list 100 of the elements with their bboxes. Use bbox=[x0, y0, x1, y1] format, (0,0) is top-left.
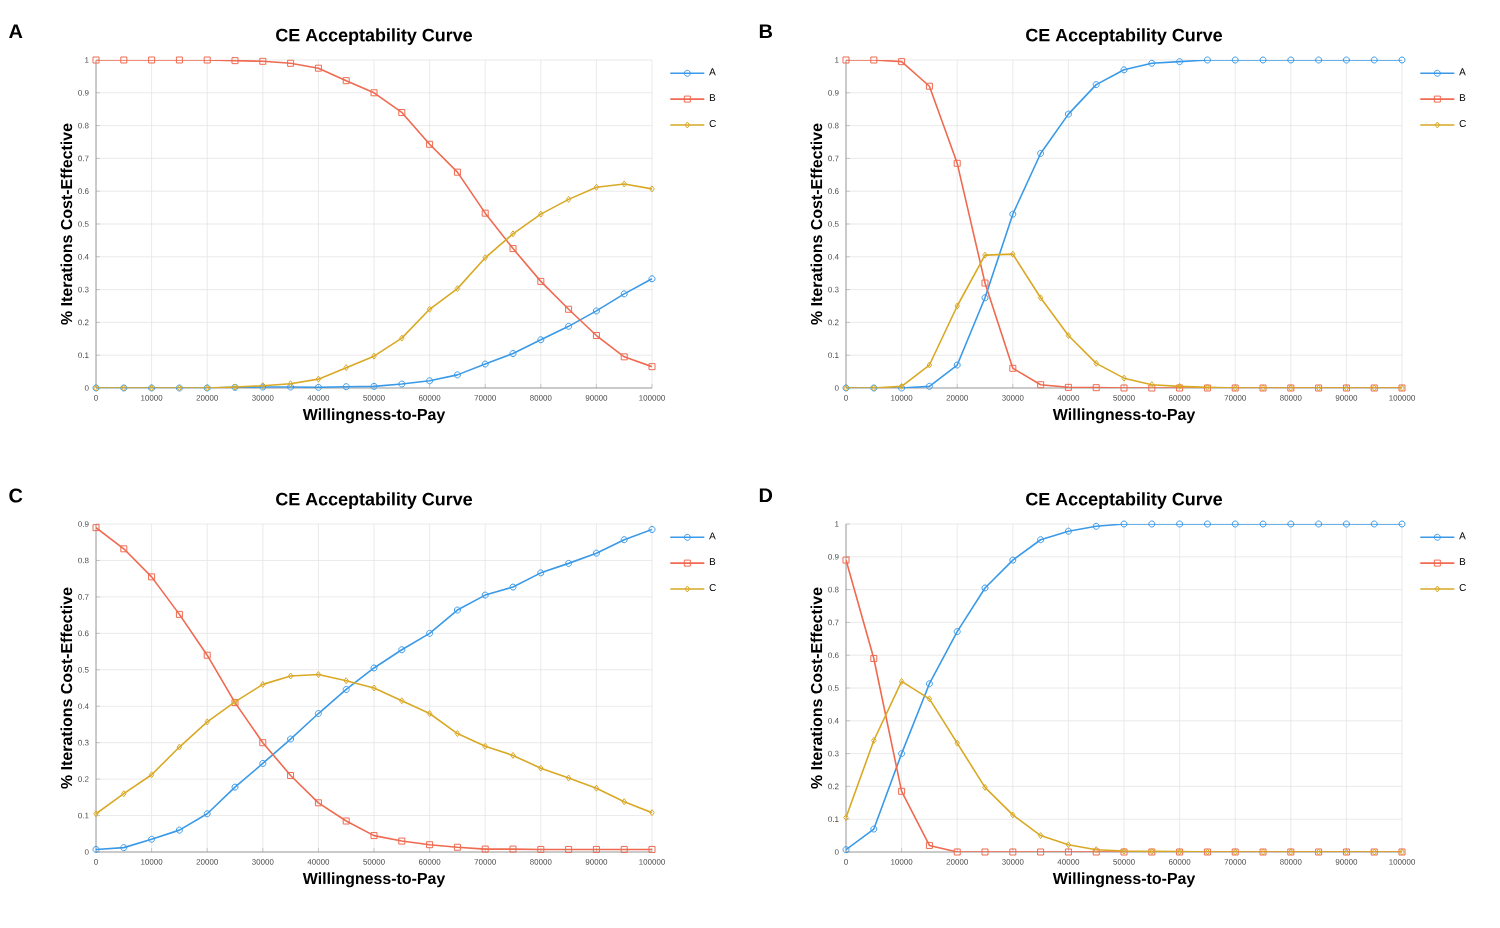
point bbox=[342, 383, 350, 391]
point bbox=[1009, 210, 1017, 218]
point bbox=[120, 844, 128, 852]
point bbox=[148, 835, 156, 843]
point bbox=[370, 89, 378, 97]
point bbox=[204, 718, 210, 726]
point bbox=[315, 375, 322, 383]
point bbox=[1121, 374, 1127, 382]
point bbox=[565, 845, 573, 853]
point bbox=[621, 798, 627, 806]
point bbox=[925, 680, 933, 688]
point bbox=[175, 56, 183, 64]
point bbox=[1148, 520, 1156, 528]
point bbox=[259, 57, 267, 65]
point bbox=[565, 322, 573, 330]
point bbox=[954, 302, 960, 310]
text: B bbox=[759, 24, 773, 39]
point bbox=[510, 230, 516, 238]
point bbox=[982, 251, 988, 259]
point bbox=[426, 377, 434, 385]
point bbox=[1037, 381, 1045, 389]
point bbox=[1065, 332, 1072, 340]
point bbox=[1037, 149, 1045, 157]
point bbox=[1120, 384, 1128, 392]
point bbox=[148, 573, 156, 581]
point bbox=[593, 784, 600, 792]
point bbox=[1120, 520, 1128, 528]
point bbox=[925, 82, 933, 90]
point bbox=[1287, 520, 1295, 528]
point bbox=[1009, 556, 1017, 564]
text: D bbox=[759, 488, 773, 503]
point bbox=[1370, 520, 1378, 528]
chart-title: CE Acceptability Curve bbox=[1026, 28, 1223, 45]
point bbox=[260, 680, 266, 688]
point bbox=[426, 841, 434, 849]
point bbox=[509, 350, 517, 358]
point bbox=[871, 736, 877, 744]
point bbox=[1342, 520, 1350, 528]
point bbox=[898, 677, 905, 685]
point bbox=[981, 279, 989, 287]
point bbox=[1231, 56, 1239, 64]
point bbox=[1009, 364, 1017, 372]
point bbox=[426, 140, 434, 148]
point bbox=[592, 549, 600, 557]
point bbox=[203, 810, 211, 818]
point bbox=[259, 759, 267, 767]
point bbox=[370, 832, 378, 840]
point bbox=[1009, 848, 1017, 856]
point bbox=[481, 845, 489, 853]
text: A bbox=[9, 24, 23, 39]
point bbox=[565, 559, 573, 567]
point bbox=[1120, 66, 1128, 74]
point bbox=[1176, 58, 1184, 66]
point bbox=[426, 710, 433, 718]
point bbox=[982, 783, 988, 791]
point bbox=[1064, 527, 1072, 535]
point bbox=[1037, 294, 1044, 302]
point bbox=[1037, 832, 1044, 840]
point bbox=[621, 180, 627, 188]
point bbox=[454, 730, 461, 738]
point bbox=[315, 671, 322, 679]
point bbox=[287, 771, 295, 779]
point bbox=[538, 764, 544, 772]
point bbox=[1231, 520, 1239, 528]
point bbox=[314, 799, 322, 807]
point bbox=[954, 739, 960, 747]
point bbox=[537, 845, 545, 853]
point bbox=[314, 383, 322, 391]
point bbox=[565, 195, 572, 203]
point bbox=[1092, 384, 1100, 392]
point bbox=[176, 743, 183, 751]
point bbox=[1092, 522, 1100, 530]
point bbox=[1148, 59, 1156, 67]
point bbox=[925, 382, 933, 390]
point bbox=[398, 108, 406, 116]
point bbox=[231, 57, 239, 65]
point bbox=[231, 783, 239, 791]
point bbox=[953, 361, 961, 369]
point bbox=[453, 843, 461, 851]
point bbox=[537, 569, 545, 577]
point bbox=[592, 332, 600, 340]
point bbox=[1037, 848, 1045, 856]
point bbox=[898, 787, 906, 795]
point bbox=[925, 841, 933, 849]
point bbox=[1342, 56, 1350, 64]
point bbox=[870, 825, 878, 833]
point bbox=[426, 305, 433, 313]
point bbox=[175, 826, 183, 834]
point bbox=[1065, 841, 1072, 849]
point bbox=[1010, 811, 1016, 819]
point bbox=[870, 654, 878, 662]
point bbox=[509, 845, 517, 853]
point bbox=[953, 848, 961, 856]
point bbox=[398, 837, 406, 845]
point bbox=[398, 646, 406, 654]
point bbox=[1287, 56, 1295, 64]
point bbox=[1370, 56, 1378, 64]
point bbox=[926, 695, 933, 703]
point bbox=[454, 285, 461, 293]
point bbox=[565, 305, 573, 313]
